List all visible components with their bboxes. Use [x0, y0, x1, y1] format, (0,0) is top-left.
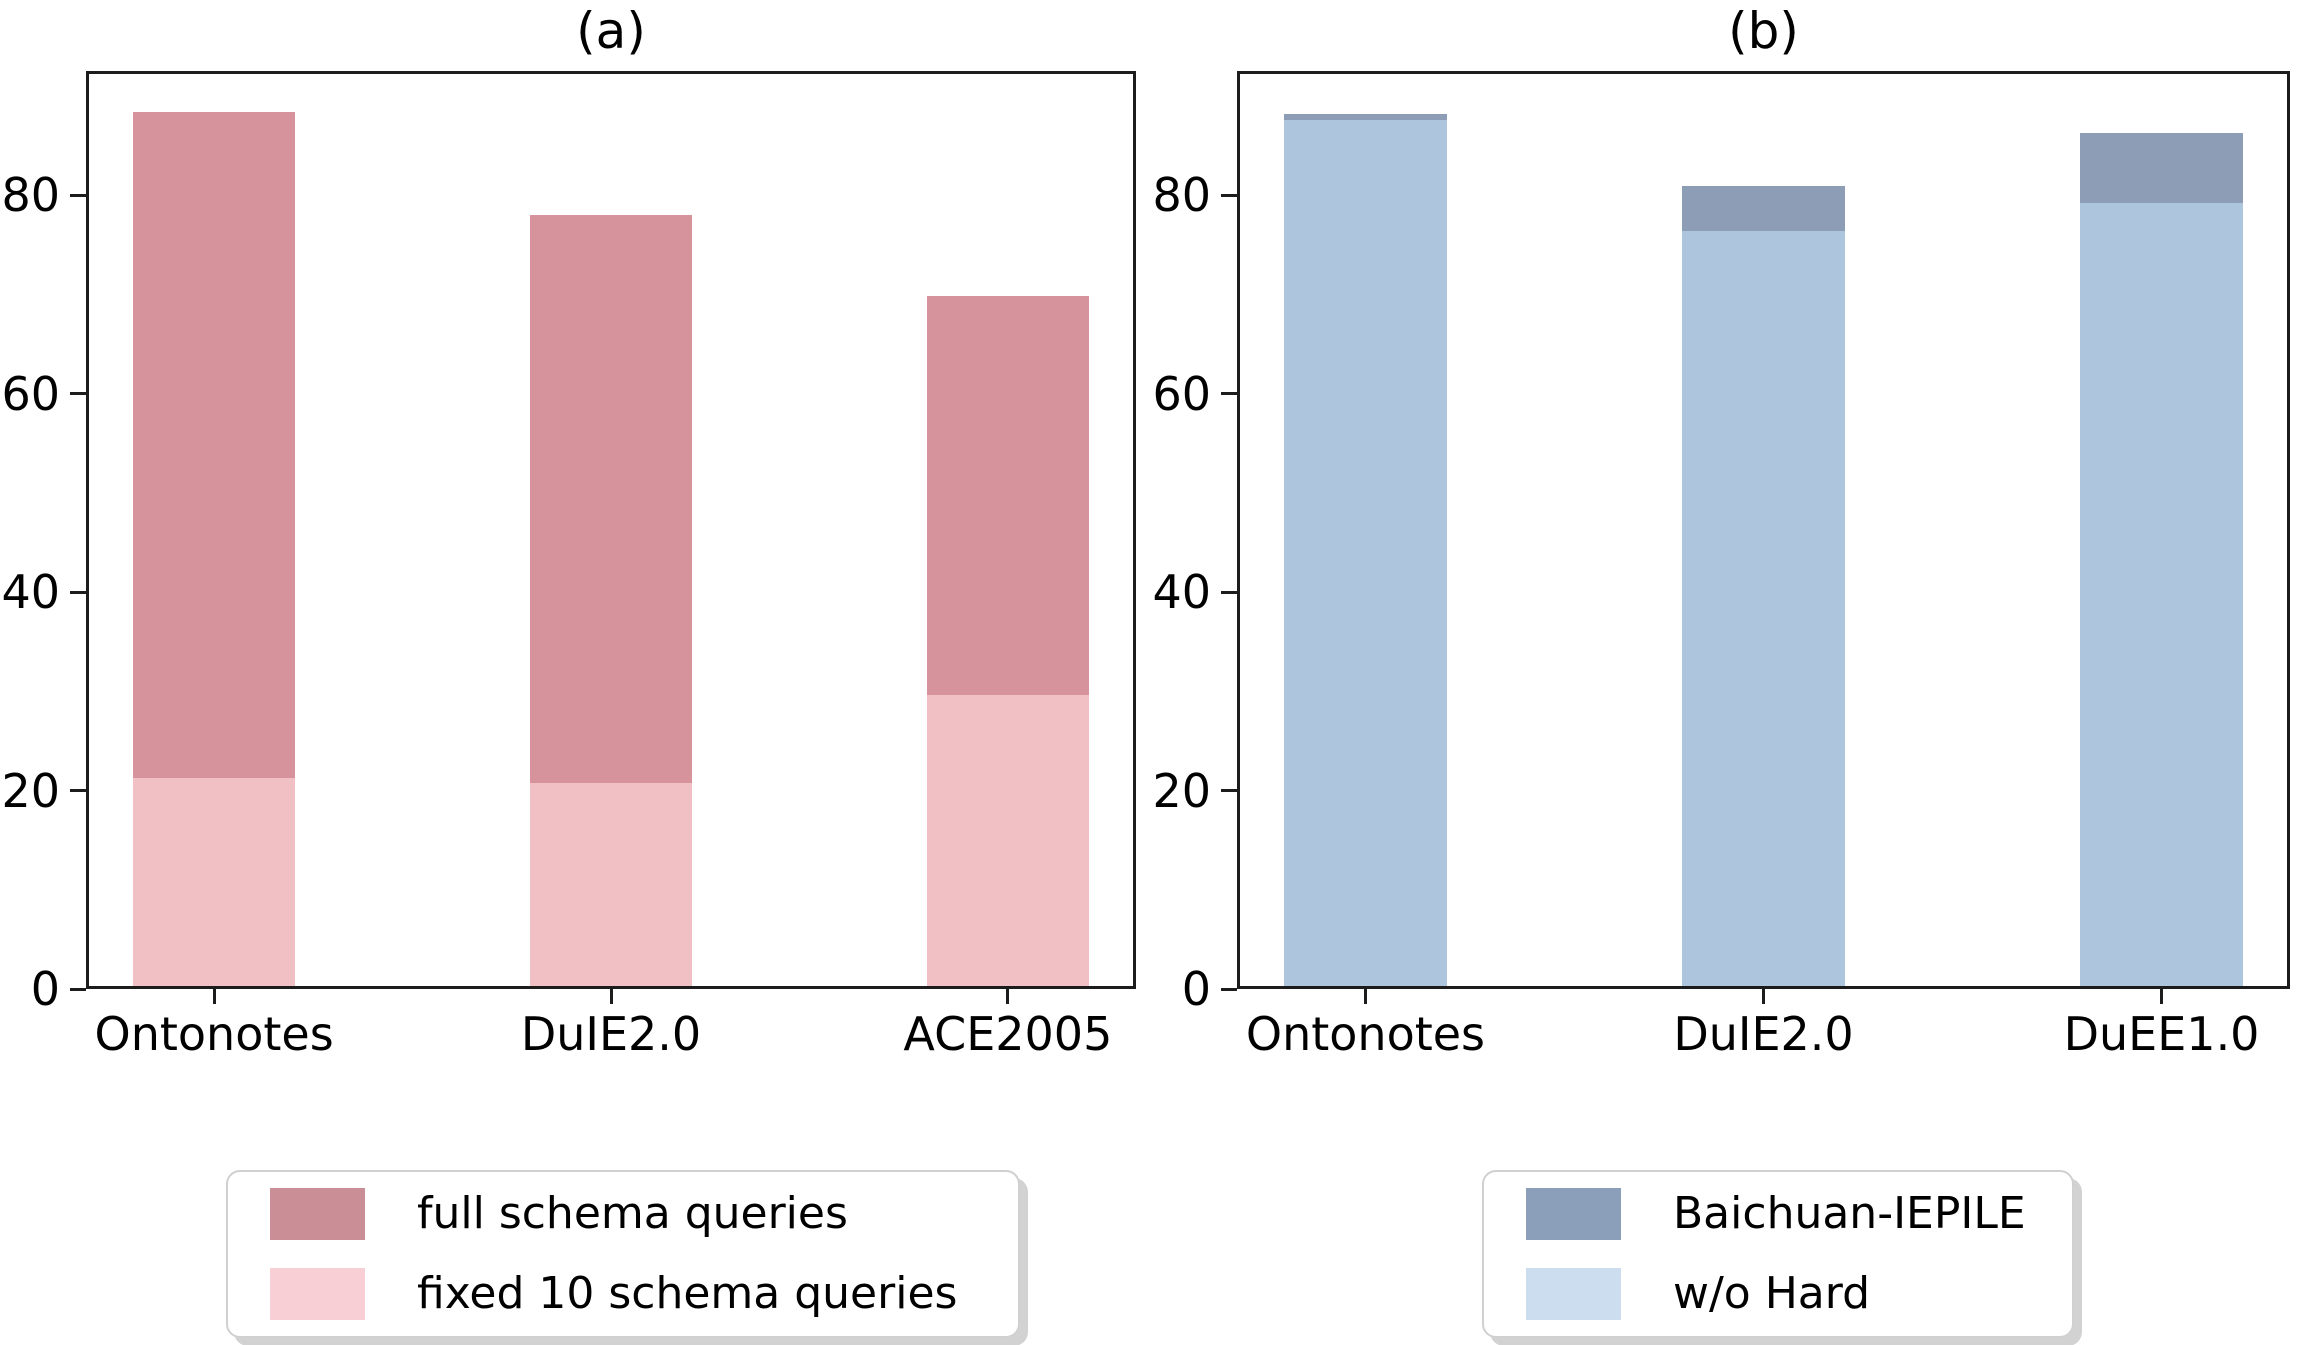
x-tick-label-duee1-0: DuEE1.0	[2063, 1007, 2260, 1061]
bar-duee1-0-baichuan-iepile	[2079, 132, 2244, 203]
legend-b: Baichuan-IEPILE w/o Hard	[1482, 1170, 2074, 1338]
x-tick-label-duie2-0: DuIE2.0	[1673, 1007, 1854, 1061]
bar-ontonotes-w-o-hard	[1283, 119, 1448, 989]
y-tick-label-80: 80	[1, 168, 60, 223]
bar-duie2-0-fixed-10-schema-queries	[529, 782, 693, 989]
legend-label-fixed-10-schema-queries: fixed 10 schema queries	[417, 1268, 958, 1319]
y-tick-label-0: 0	[30, 962, 60, 1016]
legend-item-fixed-10-schema-queries: fixed 10 schema queries	[270, 1268, 988, 1320]
bar-duee1-0-w-o-hard	[2079, 202, 2244, 989]
legend-swatch-fixed-10-schema-queries	[270, 1268, 365, 1320]
y-tick-label-40: 40	[1, 565, 60, 620]
legend-label-w-o-hard: w/o Hard	[1673, 1268, 1871, 1319]
chart-b-title: (b)	[1728, 2, 1799, 60]
x-tick	[212, 989, 216, 1004]
bar-ace2005-full-schema-queries	[926, 296, 1090, 696]
legend-a: full schema queries fixed 10 schema queri…	[226, 1170, 1020, 1338]
legend-item-baichuan-iepile: Baichuan-IEPILE	[1526, 1188, 2042, 1240]
bar-duie2-0-baichuan-iepile	[1681, 186, 1846, 231]
x-tick-label-ontonotes: Ontonotes	[94, 1007, 334, 1061]
legend-label-full-schema-queries: full schema queries	[417, 1188, 848, 1239]
y-tick	[1221, 392, 1237, 396]
legend-swatch-w-o-hard	[1526, 1268, 1621, 1320]
y-tick-label-40: 40	[1152, 565, 1211, 620]
y-tick-label-20: 20	[1, 763, 60, 818]
y-tick	[1221, 590, 1237, 594]
bar-ontonotes-fixed-10-schema-queries	[132, 777, 296, 989]
x-tick-label-ontonotes: Ontonotes	[1245, 1007, 1486, 1061]
x-tick-label-ace2005: ACE2005	[903, 1007, 1113, 1061]
x-tick	[1762, 989, 1765, 1004]
legend-label-baichuan-iepile: Baichuan-IEPILE	[1673, 1188, 2026, 1239]
y-tick	[1221, 193, 1237, 197]
legend-swatch-baichuan-iepile	[1526, 1188, 1621, 1240]
bar-duie2-0-w-o-hard	[1681, 230, 1846, 989]
x-tick	[609, 989, 613, 1004]
y-tick-label-0: 0	[1181, 962, 1211, 1016]
y-tick-label-60: 60	[1152, 366, 1211, 421]
y-tick-label-80: 80	[1152, 168, 1211, 223]
bar-ace2005-fixed-10-schema-queries	[926, 695, 1090, 989]
legend-item-w-o-hard: w/o Hard	[1526, 1268, 2042, 1320]
bar-duie2-0-full-schema-queries	[529, 214, 693, 783]
x-tick	[2160, 989, 2164, 1004]
y-tick-label-20: 20	[1152, 763, 1211, 818]
bar-ontonotes-baichuan-iepile	[1283, 113, 1448, 120]
x-tick	[1006, 989, 1010, 1004]
bar-ontonotes-full-schema-queries	[132, 111, 296, 778]
y-tick	[70, 392, 86, 396]
y-tick	[70, 987, 86, 991]
y-tick	[1221, 789, 1237, 792]
legend-item-full-schema-queries: full schema queries	[270, 1188, 988, 1240]
x-tick	[1363, 989, 1367, 1004]
y-tick	[70, 789, 86, 792]
chart-a-title: (a)	[576, 2, 646, 60]
legend-swatch-full-schema-queries	[270, 1188, 365, 1240]
y-tick-label-60: 60	[1, 366, 60, 421]
y-tick	[70, 193, 86, 197]
y-tick	[70, 590, 86, 594]
y-tick	[1221, 987, 1237, 991]
x-tick-label-duie2-0: DuIE2.0	[520, 1007, 702, 1061]
